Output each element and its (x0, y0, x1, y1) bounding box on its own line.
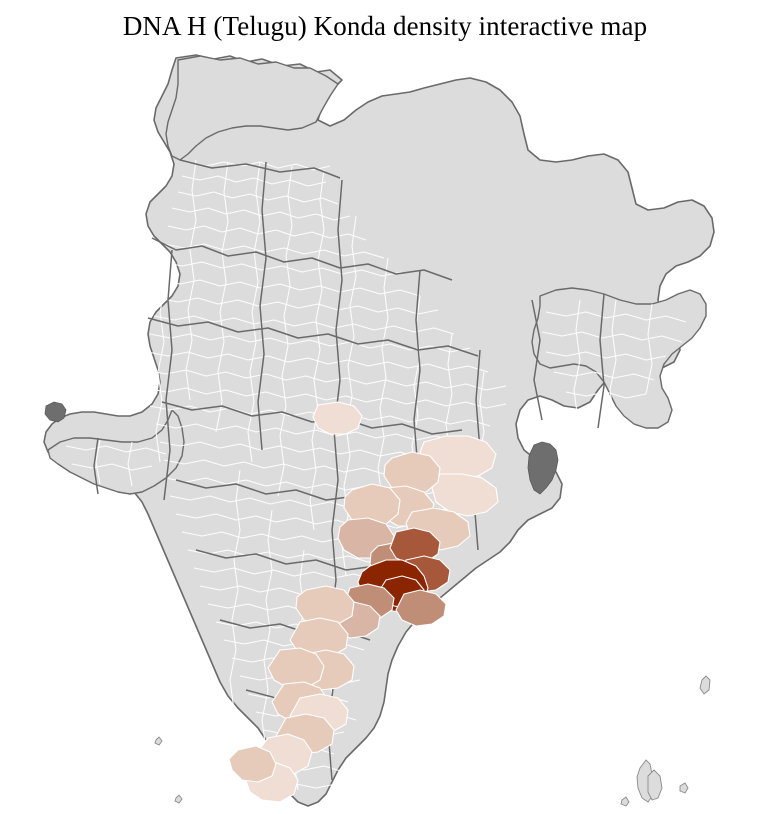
island-lakshadweep-a (154, 736, 163, 746)
map-canvas[interactable] (0, 50, 770, 814)
region-odisha-interior-a[interactable] (383, 451, 441, 495)
region-rayalaseema-a[interactable] (267, 647, 325, 689)
island-lakshadweep-b (174, 794, 183, 804)
choropleth-regions[interactable] (228, 401, 499, 803)
india-landmass (43, 54, 715, 807)
mainland-india-outline (43, 54, 715, 807)
north-region (165, 55, 339, 161)
enclave-gujarat-diu[interactable] (44, 401, 67, 423)
enclave-bengal-coast[interactable] (527, 441, 559, 495)
india-choropleth-map[interactable] (0, 50, 770, 814)
region-tn-west[interactable] (228, 745, 277, 783)
island-north-andaman (699, 675, 711, 695)
region-odisha-coast-b[interactable] (431, 473, 499, 517)
andaman-nicobar-islands[interactable] (154, 675, 711, 814)
gujarat-peninsula (47, 409, 185, 495)
island-small-a (679, 782, 689, 794)
page-title: DNA H (Telugu) Konda density interactive… (122, 11, 648, 41)
island-andaman-main-b (647, 769, 663, 801)
no-data-enclaves (44, 401, 559, 495)
region-ap-prakasam[interactable] (289, 617, 349, 659)
map-hover-layer[interactable] (0, 50, 770, 814)
island-small-b (620, 796, 630, 807)
region-east-godavari[interactable] (395, 589, 447, 627)
region-central-mp[interactable] (312, 401, 363, 435)
